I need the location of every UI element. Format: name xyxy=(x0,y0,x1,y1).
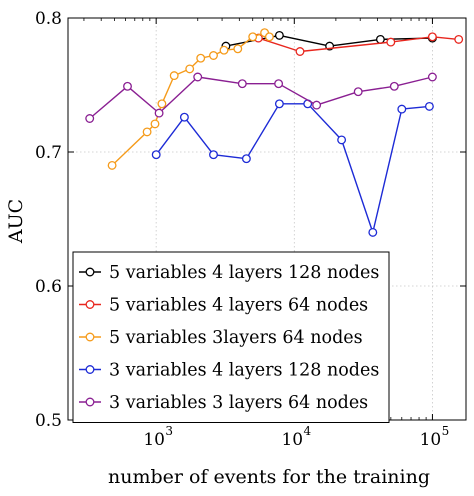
data-point xyxy=(196,53,206,63)
legend-entry: 3 variables 3 layers 64 nodes xyxy=(79,393,368,413)
data-point xyxy=(274,79,284,89)
data-point xyxy=(169,71,179,81)
legend-marker xyxy=(85,267,95,277)
series-layer xyxy=(85,28,464,237)
data-point xyxy=(424,101,434,111)
legend-label: 3 variables 3 layers 64 nodes xyxy=(109,393,368,413)
legend-label: 5 variables 4 layers 64 nodes xyxy=(109,296,368,316)
data-point xyxy=(427,32,437,42)
data-point xyxy=(375,34,385,44)
y-tick-label: 0.7 xyxy=(35,143,62,163)
data-point xyxy=(219,45,229,55)
series-3 xyxy=(107,28,274,170)
x-tick-exponent: 4 xyxy=(303,424,311,438)
data-point xyxy=(142,127,152,137)
data-point xyxy=(337,135,347,145)
data-point xyxy=(193,72,203,82)
x-tick-exponent: 5 xyxy=(442,424,450,438)
x-axis-title: number of events for the training xyxy=(108,466,430,488)
x-tick-exponent: 3 xyxy=(165,424,173,438)
data-point xyxy=(209,150,218,160)
x-tick-label: 10 xyxy=(281,430,303,450)
legend-label: 5 variables 3layers 64 nodes xyxy=(109,328,363,348)
legend-marker xyxy=(85,300,95,309)
legend-marker xyxy=(85,397,95,407)
series-line xyxy=(155,103,430,234)
series-2 xyxy=(253,32,464,56)
data-point xyxy=(454,34,464,44)
data-point xyxy=(264,32,274,42)
data-point xyxy=(368,227,378,237)
legend-entry: 5 variables 3layers 64 nodes xyxy=(79,328,363,348)
data-point xyxy=(154,108,164,118)
data-point xyxy=(151,150,161,160)
series-line xyxy=(111,32,270,166)
legend-marker xyxy=(85,365,95,374)
data-point xyxy=(397,104,407,114)
data-point xyxy=(427,72,437,82)
data-point xyxy=(241,154,251,164)
data-point xyxy=(123,81,132,91)
data-point xyxy=(295,47,305,56)
y-axis-title: AUC xyxy=(5,199,27,244)
legend-marker xyxy=(85,332,95,342)
data-point xyxy=(209,51,218,60)
data-point xyxy=(248,32,258,42)
data-point xyxy=(179,112,189,122)
series-5 xyxy=(85,72,437,123)
series-4 xyxy=(151,99,434,237)
data-point xyxy=(389,81,399,91)
legend-label: 3 variables 4 layers 128 nodes xyxy=(109,361,379,381)
data-point xyxy=(107,160,117,170)
data-point xyxy=(312,100,322,110)
y-tick-label: 0.8 xyxy=(35,9,62,29)
data-point xyxy=(353,87,363,97)
legend-label: 5 variables 4 layers 128 nodes xyxy=(109,263,379,283)
data-point xyxy=(274,30,284,40)
data-point xyxy=(274,99,284,109)
grid xyxy=(68,17,466,421)
x-tick-label: 10 xyxy=(420,430,442,450)
series-line xyxy=(89,76,433,120)
legend-box xyxy=(72,251,390,423)
data-point xyxy=(150,119,160,129)
data-point xyxy=(386,37,396,47)
legend: 5 variables 4 layers 128 nodes 5 variable… xyxy=(72,251,390,423)
data-point xyxy=(157,99,167,109)
data-point xyxy=(85,114,95,123)
data-point xyxy=(237,79,247,89)
y-tick-label: 0.6 xyxy=(35,277,62,297)
y-tick-label: 0.5 xyxy=(35,411,62,431)
x-tick-label: 10 xyxy=(143,430,165,450)
legend-entry: 3 variables 4 layers 128 nodes xyxy=(79,361,379,381)
tick-layer: 10 3 10 4 10 50.50.60.70.8 xyxy=(35,9,466,450)
legend-entry: 5 variables 4 layers 64 nodes xyxy=(79,296,368,316)
data-point xyxy=(233,44,243,54)
data-point xyxy=(185,64,195,74)
legend-entry: 5 variables 4 layers 128 nodes xyxy=(79,263,379,283)
